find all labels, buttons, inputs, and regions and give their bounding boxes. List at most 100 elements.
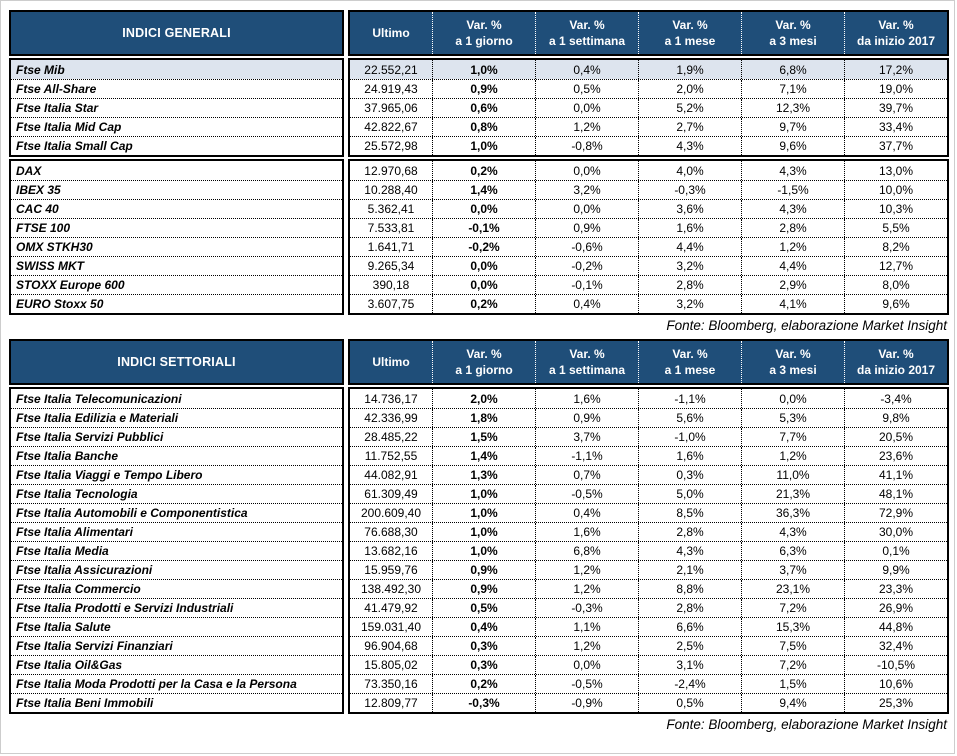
ultimo-value: 15.805,02 <box>364 658 418 672</box>
var-1-mese-value: 5,6% <box>638 409 741 427</box>
var-1-settimana-value: -0,2% <box>535 257 638 275</box>
var-3-mesi-value: 0,0% <box>741 389 844 408</box>
ultimo-value: 5.362,41 <box>367 202 415 216</box>
var-1-mese-value: 8,5% <box>638 504 741 522</box>
column-header-var-3-mesi: Var. % a 3 mesi <box>741 341 844 383</box>
var-1-giorno-value: 0,2% <box>432 675 535 693</box>
var-1-mese-value: 8,8% <box>638 580 741 598</box>
var-1-settimana-value: 0,4% <box>535 504 638 522</box>
ultimo-value: 11.752,55 <box>364 449 418 463</box>
index-values-row: 61.309,49 1,0% -0,5% 5,0% 21,3% 48,1% <box>350 484 947 503</box>
ultimo-value: 73.350,16 <box>364 677 418 691</box>
var-da-inizio-2017-value: -10,5% <box>844 656 947 674</box>
column-header-var-3-mesi: Var. % a 3 mesi <box>741 12 844 54</box>
index-name: Ftse Italia Commercio <box>11 579 342 598</box>
var-1-mese-value: 4,3% <box>638 137 741 155</box>
var-1-giorno-value: 1,0% <box>432 60 535 79</box>
ultimo-value: 44.082,91 <box>364 468 418 482</box>
var-da-inizio-2017-value: 33,4% <box>844 118 947 136</box>
var-1-mese-value: 6,6% <box>638 618 741 636</box>
var-1-settimana-value: 1,6% <box>535 523 638 541</box>
var-3-mesi-value: 12,3% <box>741 99 844 117</box>
var-da-inizio-2017-value: 72,9% <box>844 504 947 522</box>
var-3-mesi-value: 2,8% <box>741 219 844 237</box>
var-1-giorno-value: 1,8% <box>432 409 535 427</box>
index-name: Ftse Italia Prodotti e Servizi Industria… <box>11 598 342 617</box>
var-1-settimana-value: -0,5% <box>535 675 638 693</box>
ultimo-value: 37.965,06 <box>364 101 418 115</box>
ultimo-value: 96.904,68 <box>364 639 418 653</box>
var-3-mesi-value: 6,8% <box>741 60 844 79</box>
sector-table-title: INDICI SETTORIALI <box>9 339 344 385</box>
var-da-inizio-2017-value: 10,0% <box>844 181 947 199</box>
var-da-inizio-2017-value: 8,2% <box>844 238 947 256</box>
ultimo-value: 10.288,40 <box>364 183 418 197</box>
source-note-general: Fonte: Bloomberg, elaborazione Market In… <box>666 318 947 333</box>
var-1-settimana-value: 1,6% <box>535 389 638 408</box>
index-values-row: 159.031,40 0,4% 1,1% 6,6% 15,3% 44,8% <box>350 617 947 636</box>
var-1-settimana-value: 1,2% <box>535 118 638 136</box>
column-header-var-da-inizio-2017: Var. % da inizio 2017 <box>844 341 947 383</box>
var-1-giorno-value: 1,0% <box>432 523 535 541</box>
var-1-giorno-value: 1,0% <box>432 542 535 560</box>
var-1-settimana-value: 0,7% <box>535 466 638 484</box>
var-1-mese-value: 3,1% <box>638 656 741 674</box>
ultimo-value: 15.959,76 <box>364 563 418 577</box>
var-1-mese-value: 0,3% <box>638 466 741 484</box>
index-values-row: 73.350,16 0,2% -0,5% -2,4% 1,5% 10,6% <box>350 674 947 693</box>
index-values-row: 76.688,30 1,0% 1,6% 2,8% 4,3% 30,0% <box>350 522 947 541</box>
var-1-giorno-value: 1,0% <box>432 504 535 522</box>
index-name: FTSE 100 <box>11 218 342 237</box>
var-1-mese-value: 2,8% <box>638 523 741 541</box>
var-1-mese-value: -1,0% <box>638 428 741 446</box>
ultimo-value: 22.552,21 <box>364 62 418 77</box>
var-3-mesi-value: 23,1% <box>741 580 844 598</box>
ultimo-value: 9.265,34 <box>367 259 415 273</box>
var-da-inizio-2017-value: 12,7% <box>844 257 947 275</box>
var-da-inizio-2017-value: 41,1% <box>844 466 947 484</box>
var-da-inizio-2017-value: 23,3% <box>844 580 947 598</box>
ultimo-value: 1.641,71 <box>367 240 415 254</box>
var-3-mesi-value: 6,3% <box>741 542 844 560</box>
index-values-row: 11.752,55 1,4% -1,1% 1,6% 1,2% 23,6% <box>350 446 947 465</box>
var-3-mesi-value: 2,9% <box>741 276 844 294</box>
var-1-mese-value: 2,5% <box>638 637 741 655</box>
index-values-row: 3.607,75 0,2% 0,4% 3,2% 4,1% 9,6% <box>350 294 947 313</box>
var-1-settimana-value: 3,7% <box>535 428 638 446</box>
var-da-inizio-2017-value: 9,9% <box>844 561 947 579</box>
var-3-mesi-value: 7,2% <box>741 656 844 674</box>
var-1-settimana-value: 1,2% <box>535 580 638 598</box>
var-3-mesi-value: -1,5% <box>741 181 844 199</box>
ultimo-value: 13.682,16 <box>364 544 418 558</box>
ultimo-value: 138.492,30 <box>360 582 422 596</box>
column-header-ultimo: Ultimo <box>372 355 410 369</box>
ultimo-value: 24.919,43 <box>364 82 418 96</box>
index-values-row: 13.682,16 1,0% 6,8% 4,3% 6,3% 0,1% <box>350 541 947 560</box>
index-values-row: 138.492,30 0,9% 1,2% 8,8% 23,1% 23,3% <box>350 579 947 598</box>
var-3-mesi-value: 9,7% <box>741 118 844 136</box>
var-1-mese-value: -2,4% <box>638 675 741 693</box>
index-values-row: 7.533,81 -0,1% 0,9% 1,6% 2,8% 5,5% <box>350 218 947 237</box>
index-values-row: 42.822,67 0,8% 1,2% 2,7% 9,7% 33,4% <box>350 117 947 136</box>
ultimo-value: 41.479,92 <box>364 601 418 615</box>
var-da-inizio-2017-value: 37,7% <box>844 137 947 155</box>
var-da-inizio-2017-value: 20,5% <box>844 428 947 446</box>
var-da-inizio-2017-value: 30,0% <box>844 523 947 541</box>
var-1-giorno-value: 0,6% <box>432 99 535 117</box>
var-1-giorno-value: 0,3% <box>432 637 535 655</box>
var-1-mese-value: 2,8% <box>638 276 741 294</box>
ultimo-value: 200.609,40 <box>360 506 422 520</box>
var-da-inizio-2017-value: 8,0% <box>844 276 947 294</box>
var-3-mesi-value: 4,3% <box>741 161 844 180</box>
var-3-mesi-value: 7,7% <box>741 428 844 446</box>
index-name: Ftse Italia Oil&Gas <box>11 655 342 674</box>
var-1-giorno-value: 0,9% <box>432 561 535 579</box>
var-3-mesi-value: 1,2% <box>741 238 844 256</box>
var-3-mesi-value: 4,3% <box>741 523 844 541</box>
var-da-inizio-2017-value: 48,1% <box>844 485 947 503</box>
index-name: Ftse Italia Mid Cap <box>11 117 342 136</box>
var-da-inizio-2017-value: 32,4% <box>844 637 947 655</box>
ultimo-value: 390,18 <box>372 278 410 292</box>
var-1-settimana-value: -0,6% <box>535 238 638 256</box>
index-name: Ftse Mib <box>11 60 342 79</box>
